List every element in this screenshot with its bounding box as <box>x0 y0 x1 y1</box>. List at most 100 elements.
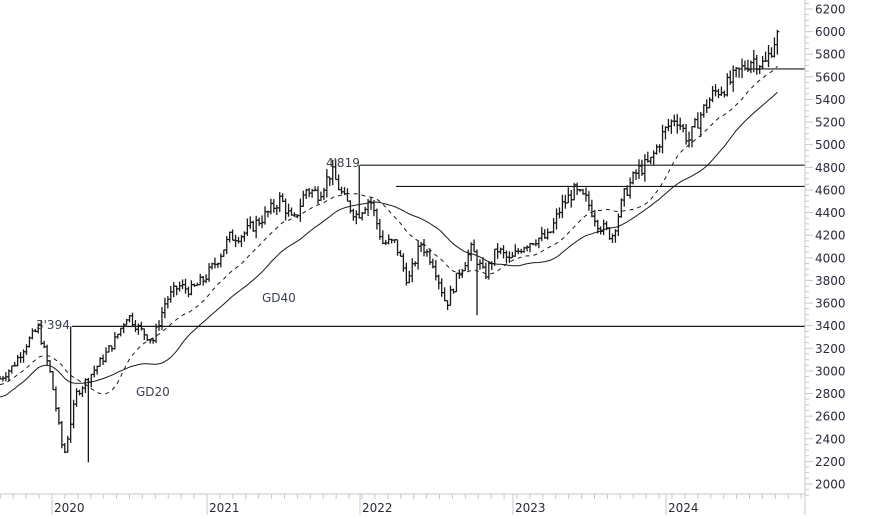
y-tick-label: 2400 <box>815 432 846 446</box>
price-bar <box>59 421 64 449</box>
price-bar <box>775 29 780 55</box>
price-bar <box>569 190 574 208</box>
price-bar <box>51 371 56 391</box>
price-bar <box>469 242 474 261</box>
price-bar <box>162 297 167 319</box>
price-bar <box>336 174 341 191</box>
price-bar <box>451 288 456 294</box>
price-bar <box>628 177 633 199</box>
price-bar <box>725 73 730 97</box>
price-bar <box>198 273 203 286</box>
price-bar <box>15 354 20 367</box>
y-tick-label: 3800 <box>815 274 846 288</box>
price-bar <box>89 373 94 388</box>
price-bar <box>583 187 588 202</box>
y-tick-label: 3600 <box>815 297 846 311</box>
price-bar <box>77 389 82 396</box>
price-bar <box>442 287 447 302</box>
price-bar <box>457 269 462 279</box>
price-bar <box>610 233 615 243</box>
price-bar <box>221 249 226 257</box>
price-bar <box>657 144 662 153</box>
price-bar <box>254 215 259 239</box>
price-bar <box>268 198 273 215</box>
gd40-line <box>0 91 778 398</box>
y-tick-label: 4800 <box>815 161 846 175</box>
price-bar <box>357 165 362 219</box>
price-bar <box>719 86 724 96</box>
price-bar <box>118 327 123 337</box>
price-bar <box>454 272 459 293</box>
horizontal-levels <box>72 68 805 327</box>
price-bar <box>168 285 173 303</box>
price-bar <box>280 193 285 203</box>
price-bar <box>436 274 441 290</box>
price-bar <box>189 280 194 296</box>
price-bar <box>704 99 709 113</box>
gd40-moving-average-line <box>0 91 778 398</box>
price-bar <box>30 328 35 340</box>
price-bar <box>495 243 500 259</box>
y-tick-label: 5600 <box>815 70 846 84</box>
price-bar <box>301 190 306 207</box>
price-bar <box>695 112 700 129</box>
price-bar <box>224 236 229 254</box>
y-tick-label: 2600 <box>815 410 846 424</box>
price-bars <box>0 29 780 463</box>
price-bar <box>754 54 759 75</box>
gd20-moving-average-line <box>0 65 778 395</box>
price-bar <box>554 208 559 230</box>
price-bar <box>183 278 188 294</box>
x-tick-label: 2021 <box>209 501 240 515</box>
y-tick-label: 2200 <box>815 455 846 469</box>
price-bar <box>174 285 179 296</box>
y-tick-label: 5400 <box>815 93 846 107</box>
price-bar <box>439 278 444 297</box>
y-tick-label: 4200 <box>815 229 846 243</box>
price-bar <box>475 249 480 316</box>
price-bar <box>236 236 241 244</box>
price-bar <box>104 347 109 363</box>
price-bar <box>592 209 597 227</box>
price-bar <box>212 257 217 269</box>
price-bar <box>760 55 765 69</box>
price-bar <box>380 230 385 245</box>
price-bar <box>619 198 624 218</box>
price-bar <box>86 377 91 463</box>
price-bar <box>722 90 727 98</box>
y-tick-label: 2000 <box>815 478 846 492</box>
price-bar <box>678 117 683 130</box>
price-bar <box>68 326 73 443</box>
price-bar <box>286 203 291 217</box>
price-bar <box>316 186 321 204</box>
price-bar <box>716 88 721 99</box>
y-axis: 2000 2200 2400 2600 2800 3000 3200 3400 3600 3800… <box>804 0 846 515</box>
y-tick-label: 3400 <box>815 319 846 333</box>
price-bar <box>772 37 777 58</box>
price-bar <box>666 118 671 132</box>
x-tick-label: 2023 <box>515 501 546 515</box>
price-bar <box>528 242 533 253</box>
price-bar <box>324 169 329 198</box>
price-bar <box>171 282 176 298</box>
price-bar <box>513 244 518 257</box>
price-bar <box>277 192 282 213</box>
price-bar <box>675 114 680 134</box>
x-axis: 2020 2021 2022 2023 2024 <box>0 493 805 515</box>
price-bar <box>260 215 265 229</box>
y-tick-label: 6000 <box>815 25 846 39</box>
price-bar <box>395 239 400 256</box>
price-bar <box>165 296 170 309</box>
price-bar <box>634 169 639 180</box>
y-tick-label: 3200 <box>815 342 846 356</box>
price-bar <box>101 354 106 366</box>
price-bar <box>401 253 406 272</box>
price-bar <box>689 126 694 148</box>
price-bar <box>651 150 656 165</box>
price-bar <box>654 144 659 155</box>
gd20-line <box>0 65 778 395</box>
annotation-label: GD20 <box>136 385 170 399</box>
price-bar <box>321 187 326 201</box>
price-bar <box>575 182 580 196</box>
